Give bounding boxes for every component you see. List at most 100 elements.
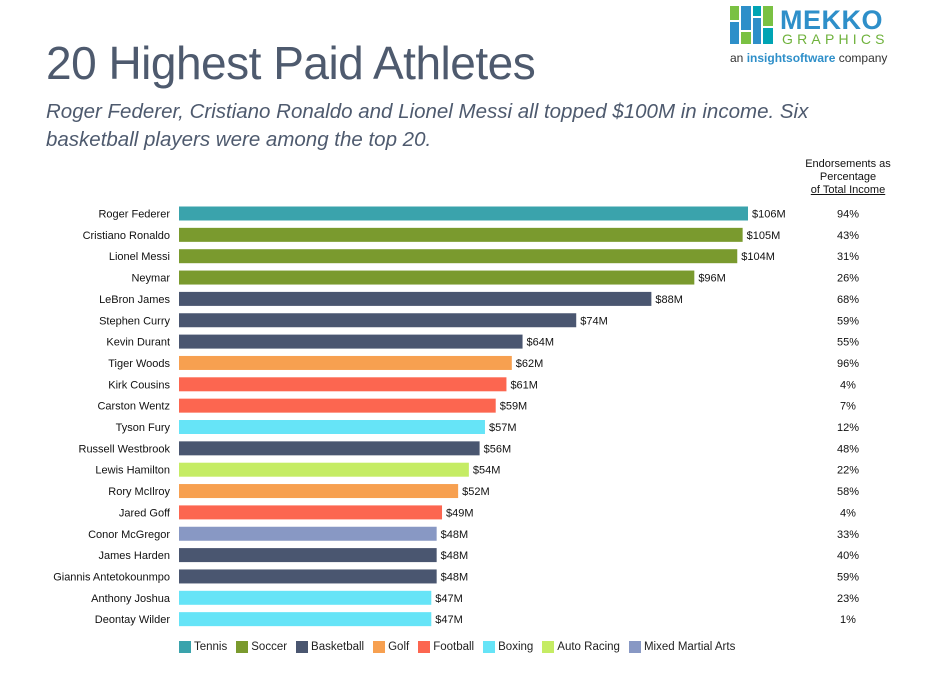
- bar: [179, 377, 507, 392]
- bar: [179, 569, 437, 584]
- category-label: Jared Goff: [119, 507, 171, 519]
- endorsement-header-line2: Percentage: [819, 171, 877, 183]
- legend-item: Soccer: [236, 641, 287, 653]
- legend-label: Football: [433, 641, 475, 653]
- category-label: Giannis Antetokounmpo: [53, 571, 170, 583]
- endorsement-percent: 94%: [837, 209, 859, 221]
- endorsement-percent: 7%: [840, 401, 856, 413]
- logo-tagline: an insightsoftware company: [730, 51, 887, 65]
- category-label: Tyson Fury: [116, 422, 171, 434]
- category-label: Deontay Wilder: [95, 614, 171, 626]
- bar: [179, 249, 738, 264]
- mekko-logo: MEKKO GRAPHICS an insightsoftware compan…: [728, 5, 918, 68]
- endorsement-percent: 12%: [837, 422, 859, 434]
- endorsement-percent: 23%: [837, 593, 859, 605]
- endorsement-percent: 31%: [837, 251, 859, 263]
- category-label: Kevin Durant: [106, 337, 170, 349]
- legend-swatch: [628, 641, 641, 653]
- endorsement-header-line1: Endorsements as: [805, 158, 891, 170]
- legend-item: Boxing: [483, 641, 533, 653]
- category-label: Conor McGregor: [88, 529, 170, 541]
- bar: [179, 398, 496, 413]
- legend-item: Tennis: [179, 641, 227, 653]
- category-label: Rory McIlroy: [108, 486, 170, 498]
- legend-label: Basketball: [311, 641, 365, 653]
- legend-swatch: [236, 641, 249, 653]
- bar: [179, 526, 437, 541]
- logo-tag-brand: insightsoftware: [746, 51, 836, 65]
- value-label: $49M: [446, 507, 474, 519]
- bar: [179, 484, 459, 499]
- bar: [179, 355, 512, 370]
- value-label: $48M: [441, 571, 469, 583]
- legend-item: Football: [418, 641, 474, 653]
- value-label: $52M: [462, 486, 490, 498]
- legend-swatch: [542, 641, 555, 653]
- bar: [179, 462, 469, 477]
- category-label: Kirk Cousins: [108, 379, 170, 391]
- legend-swatch: [418, 641, 431, 653]
- legend-swatch: [179, 641, 191, 653]
- endorsement-percent: 48%: [837, 443, 859, 455]
- value-label: $74M: [580, 315, 608, 327]
- bar: [179, 548, 437, 563]
- legend-label: Soccer: [251, 641, 288, 653]
- bar: [179, 206, 748, 221]
- legend-label: Mixed Martial Arts: [643, 641, 736, 653]
- value-label: $64M: [527, 337, 555, 349]
- bar: [179, 334, 523, 349]
- category-label: Cristiano Ronaldo: [83, 230, 170, 242]
- category-label: Carston Wentz: [97, 401, 170, 413]
- value-label: $56M: [484, 443, 512, 455]
- endorsement-column-header: Endorsements as Percentage of Total Inco…: [790, 158, 906, 197]
- bar: [179, 505, 443, 520]
- legend-item: Auto Racing: [542, 641, 620, 653]
- legend-swatch: [296, 641, 309, 653]
- endorsement-percent: 40%: [837, 550, 859, 562]
- legend-item: Basketball: [296, 641, 364, 653]
- value-label: $105M: [747, 230, 781, 242]
- mekko-logo-mark-icon: [730, 6, 773, 44]
- legend-item: Mixed Martial Arts: [628, 641, 736, 653]
- legend-swatch: [373, 641, 386, 653]
- legend-label: Tennis: [194, 641, 228, 653]
- legend-label: Golf: [388, 641, 410, 653]
- endorsement-percent: 96%: [837, 358, 859, 370]
- endorsement-percent: 59%: [837, 571, 859, 583]
- category-label: Russell Westbrook: [79, 443, 171, 455]
- bar: [179, 227, 743, 242]
- value-label: $104M: [741, 251, 775, 263]
- value-label: $57M: [489, 422, 517, 434]
- category-label: James Harden: [98, 550, 170, 562]
- bar: [179, 291, 652, 306]
- endorsement-percent: 59%: [837, 315, 859, 327]
- category-label: Lionel Messi: [109, 251, 170, 263]
- endorsement-percent: 22%: [837, 465, 859, 477]
- category-label: Roger Federer: [98, 209, 170, 221]
- endorsement-percent: 33%: [837, 529, 859, 541]
- value-label: $48M: [441, 529, 469, 541]
- endorsement-header-line3: of Total Income: [810, 184, 886, 196]
- legend-label: Boxing: [498, 641, 534, 653]
- endorsement-percent: 55%: [837, 337, 859, 349]
- logo-word-graphics: GRAPHICS: [782, 31, 889, 47]
- category-label: Tiger Woods: [108, 358, 170, 370]
- value-label: $62M: [516, 358, 544, 370]
- bar-chart: Roger Federer $106M 94% Cristiano Ronaldo $1…: [53, 206, 859, 627]
- legend-item: Golf: [373, 641, 409, 653]
- logo-word-mekko: MEKKO: [780, 5, 883, 35]
- bar: [179, 441, 480, 456]
- value-label: $88M: [655, 294, 683, 306]
- page-subtitle: Roger Federer, Cristiano Ronaldo and Lio…: [46, 100, 809, 151]
- bar: [179, 313, 577, 328]
- value-label: $47M: [435, 614, 463, 626]
- category-label: Anthony Joshua: [91, 593, 171, 605]
- value-label: $47M: [435, 593, 463, 605]
- bar: [179, 612, 432, 627]
- value-label: $106M: [752, 209, 786, 221]
- page-title: 20 Highest Paid Athletes: [46, 37, 536, 89]
- value-label: $54M: [473, 465, 501, 477]
- endorsement-percent: 4%: [840, 507, 856, 519]
- chart-legend: Tennis Soccer Basketball Golf Football Boxing…: [179, 640, 744, 654]
- endorsement-percent: 4%: [840, 379, 856, 391]
